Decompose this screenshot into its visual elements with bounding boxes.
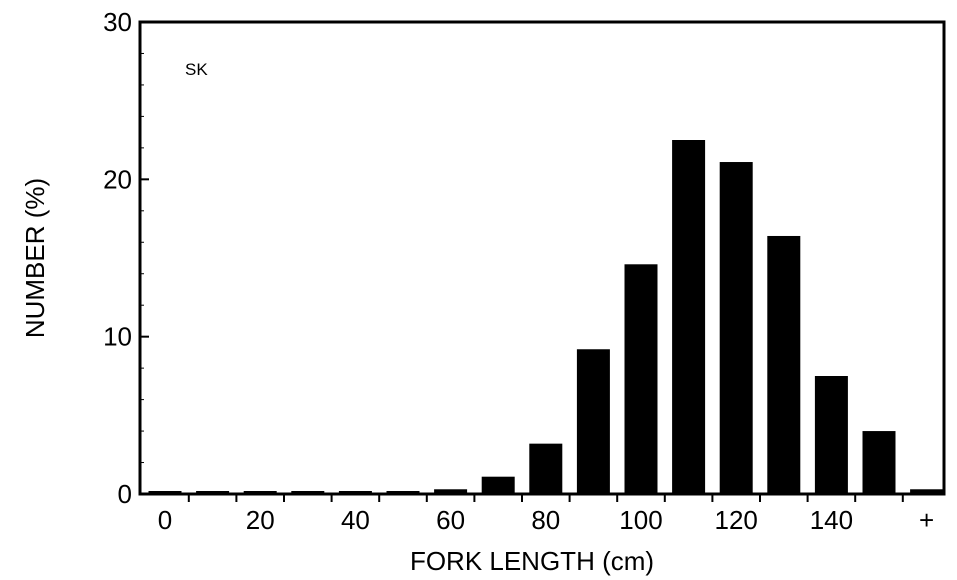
x-tick-label: 120 — [715, 505, 758, 535]
bar-20 — [243, 491, 277, 494]
bar-50 — [386, 491, 420, 494]
y-axis-label: NUMBER (%) — [20, 178, 50, 338]
bar-110 — [672, 140, 706, 494]
x-axis-ticks: 0 20 40 60 80 100 120 140 + — [158, 494, 934, 535]
y-tick-label: 0 — [118, 479, 132, 509]
y-tick-label: 20 — [103, 164, 132, 194]
bar-30 — [291, 491, 325, 494]
bar-140 — [814, 376, 848, 494]
x-tick-label: 80 — [531, 505, 560, 535]
bar-150 — [862, 431, 896, 494]
bar-0 — [148, 491, 182, 494]
bar-120 — [719, 162, 753, 494]
x-tick-label: 20 — [246, 505, 275, 535]
bar-10 — [196, 491, 230, 494]
x-tick-label: 0 — [158, 505, 172, 535]
bar-100 — [624, 264, 658, 494]
bar-70 — [481, 476, 515, 494]
x-tick-label: + — [919, 505, 934, 535]
bars — [148, 140, 944, 494]
x-tick-label: 40 — [341, 505, 370, 535]
x-tick-label: 100 — [619, 505, 662, 535]
y-axis-ticks: 0 10 20 30 — [103, 7, 149, 509]
bar-+ — [910, 489, 944, 494]
y-tick-label: 10 — [103, 322, 132, 352]
series-annotation: SK — [185, 60, 208, 79]
x-tick-label: 140 — [810, 505, 853, 535]
bar-130 — [767, 235, 801, 494]
y-tick-label: 30 — [103, 7, 132, 37]
bar-80 — [529, 443, 563, 494]
x-axis-label: FORK LENGTH (cm) — [410, 546, 654, 576]
bar-40 — [338, 491, 372, 494]
x-tick-label: 60 — [436, 505, 465, 535]
bar-90 — [576, 349, 610, 494]
bar-60 — [434, 489, 468, 494]
